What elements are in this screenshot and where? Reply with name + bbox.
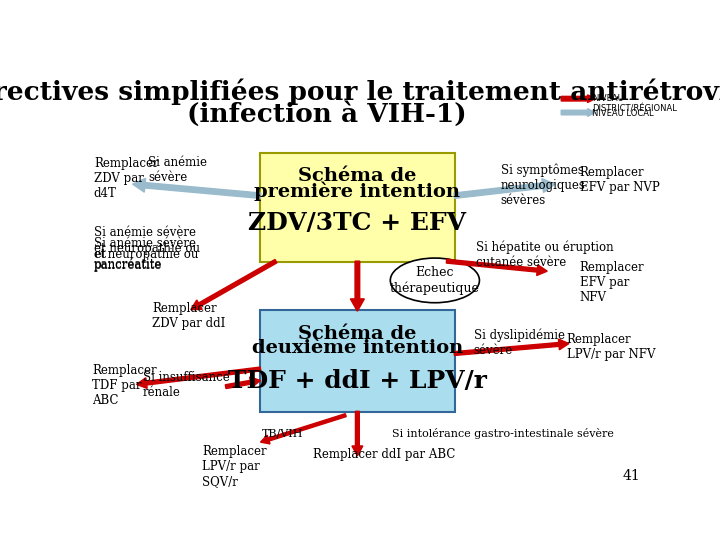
Ellipse shape xyxy=(390,258,480,303)
FancyArrow shape xyxy=(454,179,555,198)
Text: neuropathie ou: neuropathie ou xyxy=(104,248,198,261)
Text: Si anémie sévère
ét neuropathie ou
pancréatite: Si anémie sévère ét neuropathie ou pancr… xyxy=(94,226,200,271)
Text: NIVEAU
DISTRICT/RÉGIONAL: NIVEAU DISTRICT/RÉGIONAL xyxy=(593,94,677,113)
Text: 41: 41 xyxy=(623,469,640,483)
Text: Remplacer
TDF par
ABC: Remplacer TDF par ABC xyxy=(92,363,157,407)
Text: NIVEAU LOCAL: NIVEAU LOCAL xyxy=(593,110,654,118)
FancyBboxPatch shape xyxy=(260,310,455,412)
Text: Si insuffisance
rénale: Si insuffisance rénale xyxy=(143,372,230,399)
Text: Si symptômes
neurologiques
sévères: Si symptômes neurologiques sévères xyxy=(500,164,585,207)
FancyArrow shape xyxy=(561,95,595,103)
Text: Si intolérance gastro-intestinale sévère: Si intolérance gastro-intestinale sévère xyxy=(392,428,614,439)
Text: Schéma de: Schéma de xyxy=(298,325,417,343)
Text: Remplacer
LPV/r par NFV: Remplacer LPV/r par NFV xyxy=(567,333,655,361)
FancyArrow shape xyxy=(225,377,261,389)
Text: ZDV/3TC + EFV: ZDV/3TC + EFV xyxy=(248,211,467,235)
Text: deuxième intention: deuxième intention xyxy=(252,339,463,357)
FancyArrow shape xyxy=(132,178,261,198)
FancyArrow shape xyxy=(351,261,364,311)
Text: et: et xyxy=(94,248,107,261)
Text: TB/VIH: TB/VIH xyxy=(262,428,304,438)
Text: pancréatite: pancréatite xyxy=(94,259,162,272)
Text: Si anémie
sévère: Si anémie sévère xyxy=(148,156,207,184)
Text: Si hépatite ou éruption
cutanée sévère: Si hépatite ou éruption cutanée sévère xyxy=(476,240,613,269)
Text: Remplacer
LPV/r par
SQV/r: Remplacer LPV/r par SQV/r xyxy=(202,445,267,488)
FancyArrow shape xyxy=(191,260,277,309)
Text: Remplacer
ZDV par ddI: Remplacer ZDV par ddI xyxy=(152,302,225,330)
Text: Directives simplifiées pour le traitement antirétroviral: Directives simplifiées pour le traitemen… xyxy=(0,79,720,105)
Text: Remplacer
ZDV par
d4T: Remplacer ZDV par d4T xyxy=(94,157,158,200)
Text: Remplacer
EFV par NVP: Remplacer EFV par NVP xyxy=(580,166,660,194)
Text: première intention: première intention xyxy=(254,181,460,200)
Text: Si anémie sévère: Si anémie sévère xyxy=(94,237,196,250)
Text: Si dyslipidémie
sévère: Si dyslipidémie sévère xyxy=(474,328,564,356)
Text: (infection à VIH-1): (infection à VIH-1) xyxy=(186,102,466,127)
FancyArrow shape xyxy=(352,411,363,456)
Text: Schéma de: Schéma de xyxy=(298,167,417,185)
Text: Remplacer ddI par ABC: Remplacer ddI par ABC xyxy=(313,448,456,461)
FancyArrow shape xyxy=(446,259,547,275)
FancyBboxPatch shape xyxy=(260,153,455,262)
Text: Echec
thérapeutique: Echec thérapeutique xyxy=(390,266,480,295)
FancyArrow shape xyxy=(561,109,595,117)
FancyArrow shape xyxy=(137,367,261,388)
Text: TDF + ddI + LPV/r: TDF + ddI + LPV/r xyxy=(228,369,487,393)
FancyArrow shape xyxy=(261,414,346,444)
Text: Remplacer
EFV par
NFV: Remplacer EFV par NFV xyxy=(580,261,644,304)
FancyArrow shape xyxy=(454,339,569,355)
